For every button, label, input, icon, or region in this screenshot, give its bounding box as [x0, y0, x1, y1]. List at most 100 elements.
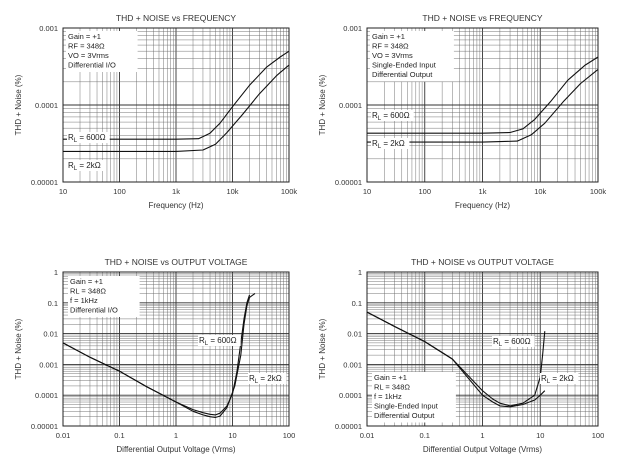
test-condition: Single-Ended Input: [374, 402, 439, 411]
test-condition: Gain = +1: [374, 373, 407, 382]
x-tick-label: 100k: [281, 187, 298, 196]
plot-frame: [366, 27, 599, 183]
x-tick-label: 1: [174, 431, 178, 440]
conditions-backdrop: [372, 372, 456, 423]
chart-panel-2: THD + NOISE vs FREQUENCY 10 100 1k 10k 100k 0.…: [318, 13, 606, 210]
conditions-backdrop: [370, 31, 454, 82]
chart-title: THD + NOISE vs FREQUENCY: [422, 13, 543, 23]
x-axis-label: Differential Output Voltage (Vrms): [116, 445, 236, 454]
series-label: RL = 2kΩ: [249, 374, 282, 385]
y-tick-label: 0.01: [43, 330, 58, 339]
series-line-1: [63, 50, 290, 140]
chart-title: THD + NOISE vs OUTPUT VOLTAGE: [105, 257, 248, 267]
y-tick-label: 1: [358, 268, 362, 277]
series-label: RL = 2kΩ: [372, 139, 405, 150]
chart-panel-3: THD + NOISE vs OUTPUT VOLTAGE 0.01 0.1 1 10 1…: [14, 257, 295, 454]
y-tick-label: 0.01: [347, 330, 362, 339]
series-line-2: [367, 68, 599, 143]
x-tick-label: 10k: [226, 187, 238, 196]
x-tick-label: 10: [536, 431, 544, 440]
conditions-backdrop: [66, 31, 138, 72]
x-tick-label: 1k: [172, 187, 180, 196]
y-tick-label: 0.00001: [31, 422, 58, 431]
test-condition: RL = 348Ω: [70, 287, 106, 296]
x-axis-label: Frequency (Hz): [148, 201, 203, 210]
series-label-backdrop: [67, 132, 110, 143]
series-label: RL = 600Ω: [199, 336, 237, 347]
series-label: RL = 600Ω: [493, 337, 531, 348]
test-condition: Differential Output: [372, 70, 433, 79]
chart-title: THD + NOISE vs OUTPUT VOLTAGE: [411, 257, 554, 267]
test-condition: RL = 348Ω: [374, 383, 410, 392]
y-tick-label: 0.00001: [335, 422, 362, 431]
x-tick-label: 10k: [534, 187, 546, 196]
y-tick-label: 0.001: [39, 360, 58, 369]
x-tick-label: 10: [228, 431, 236, 440]
chart-panel-1: THD + NOISE vs FREQUENCY 10 100 1k 10k 100k 0.…: [14, 13, 297, 210]
x-tick-label: 0.1: [420, 431, 430, 440]
y-tick-label: 0.00001: [31, 178, 58, 187]
x-axis-label: Differential Output Voltage (Vrms): [423, 445, 543, 454]
x-tick-label: 1k: [479, 187, 487, 196]
series-label-backdrop: [371, 110, 414, 121]
y-tick-label: 1: [54, 268, 58, 277]
series-line-2: [63, 64, 290, 152]
series-label-backdrop: [540, 373, 579, 384]
x-tick-label: 10: [59, 187, 67, 196]
series-label-backdrop: [248, 373, 287, 384]
series-label: RL = 600Ω: [372, 111, 410, 122]
test-condition: Differential I/O: [70, 306, 118, 315]
x-tick-label: 100: [113, 187, 126, 196]
plot-frame: [366, 271, 599, 427]
chart-title: THD + NOISE vs FREQUENCY: [116, 13, 237, 23]
y-tick-label: 0.0001: [35, 391, 58, 400]
x-axis-label: Frequency (Hz): [455, 201, 510, 210]
x-tick-label: 0.01: [360, 431, 375, 440]
series-label: RL = 2kΩ: [68, 161, 101, 172]
chart-panel-4: THD + NOISE vs OUTPUT VOLTAGE 0.01 0.1 1 10 1…: [318, 257, 604, 454]
y-tick-label: 0.1: [352, 299, 362, 308]
test-condition: VO = 3Vrms: [372, 51, 413, 60]
test-condition: Gain = +1: [68, 32, 101, 41]
test-condition: f = 1kHz: [70, 296, 98, 305]
series-line-2: [62, 293, 256, 418]
y-axis-label: THD + Noise (%): [318, 74, 327, 135]
series-label: RL = 600Ω: [68, 133, 106, 144]
y-tick-label: 0.0001: [339, 391, 362, 400]
test-condition: Single-Ended Input: [372, 61, 437, 70]
series-line-1: [367, 56, 599, 134]
series-label-backdrop: [198, 335, 241, 346]
test-condition: VO = 3Vrms: [68, 51, 109, 60]
plot-frame: [62, 271, 290, 427]
x-tick-label: 0.01: [56, 431, 71, 440]
test-condition: Gain = +1: [70, 277, 103, 286]
series-label: RL = 2kΩ: [541, 374, 574, 385]
series-label-backdrop: [67, 160, 106, 171]
test-condition: RF = 348Ω: [68, 42, 105, 51]
test-condition: RF = 348Ω: [372, 42, 409, 51]
y-tick-label: 0.001: [39, 24, 58, 33]
y-tick-label: 0.001: [343, 360, 362, 369]
series-label-backdrop: [371, 138, 410, 149]
series-label-backdrop: [492, 336, 535, 347]
y-tick-label: 0.0001: [35, 101, 58, 110]
y-tick-label: 0.00001: [335, 178, 362, 187]
x-tick-label: 100k: [590, 187, 607, 196]
x-tick-label: 100: [592, 431, 605, 440]
plot-frame: [62, 27, 290, 183]
test-condition: Gain = +1: [372, 32, 405, 41]
x-tick-label: 0.1: [114, 431, 124, 440]
x-tick-label: 1: [480, 431, 484, 440]
x-tick-label: 100: [418, 187, 431, 196]
x-tick-label: 100: [283, 431, 296, 440]
y-tick-label: 0.0001: [339, 101, 362, 110]
y-axis-label: THD + Noise (%): [318, 318, 327, 379]
y-axis-label: THD + Noise (%): [14, 74, 23, 135]
y-tick-label: 0.1: [48, 299, 58, 308]
series-line-2: [366, 311, 546, 408]
test-condition: f = 1kHz: [374, 392, 402, 401]
y-axis-label: THD + Noise (%): [14, 318, 23, 379]
test-condition: Differential I/O: [68, 61, 116, 70]
conditions-backdrop: [68, 276, 140, 317]
